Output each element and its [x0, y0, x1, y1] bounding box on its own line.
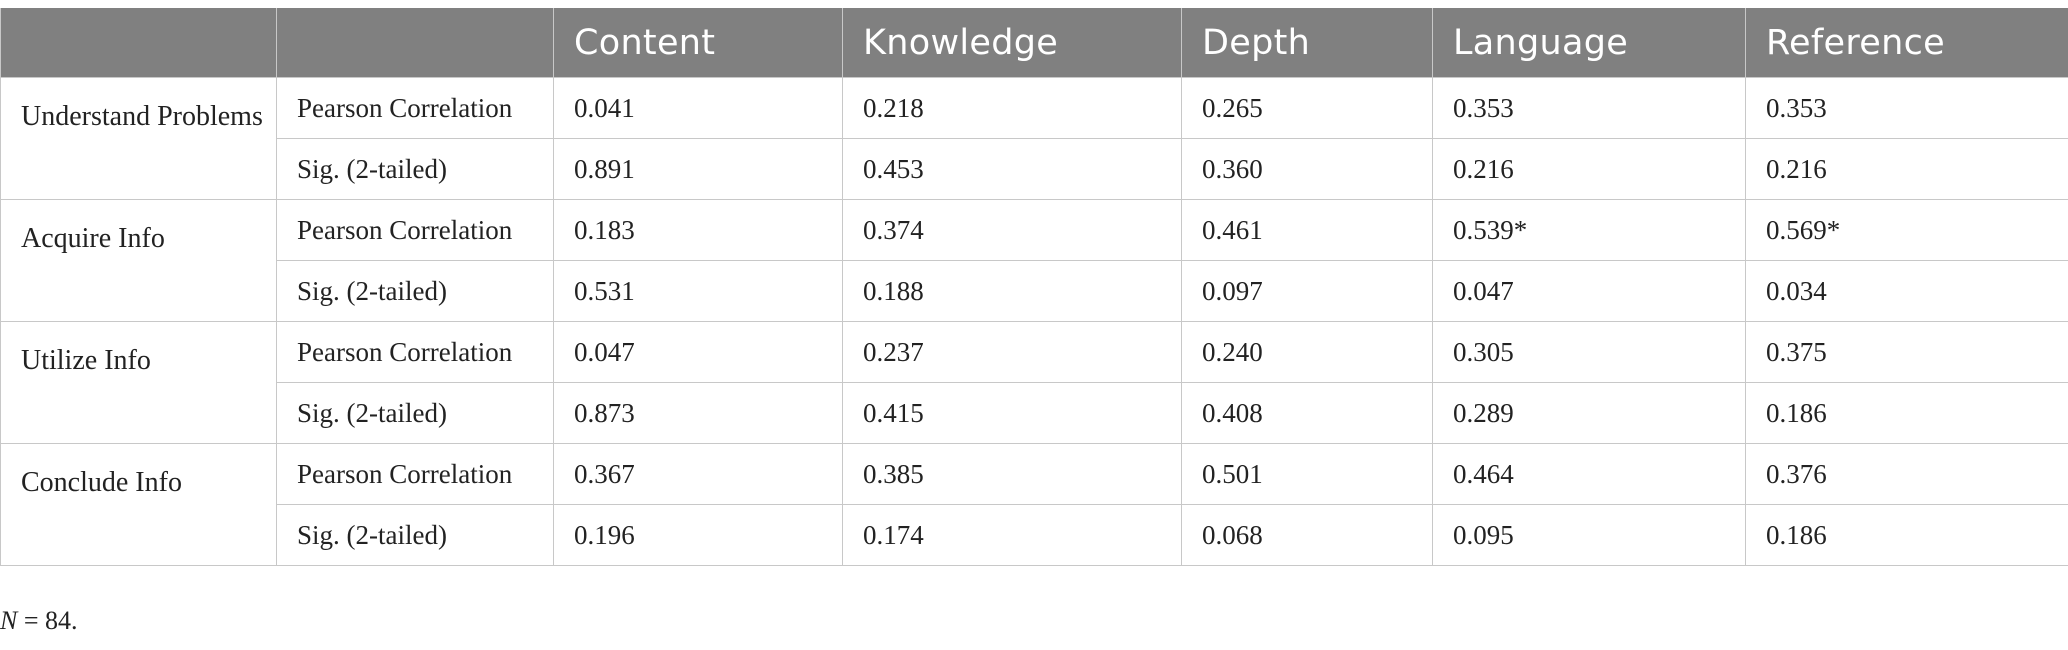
header-cell-depth: Depth — [1181, 8, 1433, 78]
value-cell: 0.453 — [842, 138, 1182, 200]
correlation-table: Content Knowledge Depth Language Referen… — [0, 8, 2068, 566]
table-row: Sig. (2-tailed) 0.873 0.415 0.408 0.289 … — [1, 382, 2068, 444]
value-cell: 0.891 — [553, 138, 843, 200]
table-row: Understand Problems Pearson Correlation … — [0, 77, 2068, 200]
table-row: Conclude Info Pearson Correlation 0.367 … — [0, 443, 2068, 566]
table-row: Sig. (2-tailed) 0.196 0.174 0.068 0.095 … — [1, 504, 2068, 566]
value-cell: 0.539* — [1432, 199, 1746, 261]
table-row: Sig. (2-tailed) 0.891 0.453 0.360 0.216 … — [1, 138, 2068, 200]
value-cell: 0.353 — [1432, 77, 1746, 139]
stat-label: Sig. (2-tailed) — [276, 504, 554, 566]
value-cell: 0.360 — [1181, 138, 1433, 200]
value-cell: 0.376 — [1745, 443, 2068, 505]
value-cell: 0.367 — [553, 443, 843, 505]
table-row: Utilize Info Pearson Correlation 0.047 0… — [0, 321, 2068, 444]
stat-label: Sig. (2-tailed) — [276, 138, 554, 200]
value-cell: 0.047 — [1432, 260, 1746, 322]
value-cell: 0.237 — [842, 321, 1182, 383]
stat-label: Pearson Correlation — [276, 321, 554, 383]
value-cell: 0.305 — [1432, 321, 1746, 383]
value-cell: 0.183 — [553, 199, 843, 261]
stat-label: Pearson Correlation — [276, 77, 554, 139]
header-cell-blank-1 — [0, 8, 277, 78]
value-cell: 0.174 — [842, 504, 1182, 566]
footnote-variable: N — [0, 606, 18, 635]
stat-label: Sig. (2-tailed) — [276, 382, 554, 444]
value-cell: 0.873 — [553, 382, 843, 444]
header-cell-blank-2 — [276, 8, 554, 78]
header-cell-language: Language — [1432, 8, 1746, 78]
value-cell: 0.095 — [1432, 504, 1746, 566]
stat-label: Sig. (2-tailed) — [276, 260, 554, 322]
header-cell-reference: Reference — [1745, 8, 2068, 78]
footnote-text: = 84. — [17, 606, 78, 635]
value-cell: 0.461 — [1181, 199, 1433, 261]
header-cell-knowledge: Knowledge — [842, 8, 1182, 78]
value-cell: 0.186 — [1745, 504, 2068, 566]
value-cell: 0.353 — [1745, 77, 2068, 139]
value-cell: 0.501 — [1181, 443, 1433, 505]
value-cell: 0.569* — [1745, 199, 2068, 261]
stat-label: Pearson Correlation — [276, 199, 554, 261]
value-cell: 0.034 — [1745, 260, 2068, 322]
value-cell: 0.047 — [553, 321, 843, 383]
value-cell: 0.196 — [553, 504, 843, 566]
value-cell: 0.097 — [1181, 260, 1433, 322]
value-cell: 0.188 — [842, 260, 1182, 322]
correlation-table-container: Content Knowledge Depth Language Referen… — [0, 8, 2068, 566]
value-cell: 0.415 — [842, 382, 1182, 444]
row-group-label: Understand Problems — [0, 77, 277, 200]
row-group-label: Conclude Info — [0, 443, 277, 566]
value-cell: 0.240 — [1181, 321, 1433, 383]
table-row: Sig. (2-tailed) 0.531 0.188 0.097 0.047 … — [1, 260, 2068, 322]
value-cell: 0.531 — [553, 260, 843, 322]
header-cell-content: Content — [553, 8, 843, 78]
value-cell: 0.216 — [1745, 138, 2068, 200]
table-row: Acquire Info Pearson Correlation 0.183 0… — [0, 199, 2068, 322]
value-cell: 0.408 — [1181, 382, 1433, 444]
value-cell: 0.464 — [1432, 443, 1746, 505]
value-cell: 0.216 — [1432, 138, 1746, 200]
value-cell: 0.385 — [842, 443, 1182, 505]
value-cell: 0.041 — [553, 77, 843, 139]
value-cell: 0.265 — [1181, 77, 1433, 139]
value-cell: 0.374 — [842, 199, 1182, 261]
row-group-label: Acquire Info — [0, 199, 277, 322]
header-row: Content Knowledge Depth Language Referen… — [0, 8, 2068, 78]
stat-label: Pearson Correlation — [276, 443, 554, 505]
value-cell: 0.375 — [1745, 321, 2068, 383]
value-cell: 0.218 — [842, 77, 1182, 139]
value-cell: 0.068 — [1181, 504, 1433, 566]
value-cell: 0.289 — [1432, 382, 1746, 444]
row-group-label: Utilize Info — [0, 321, 277, 444]
value-cell: 0.186 — [1745, 382, 2068, 444]
table-footnote: N = 84. — [0, 606, 78, 636]
